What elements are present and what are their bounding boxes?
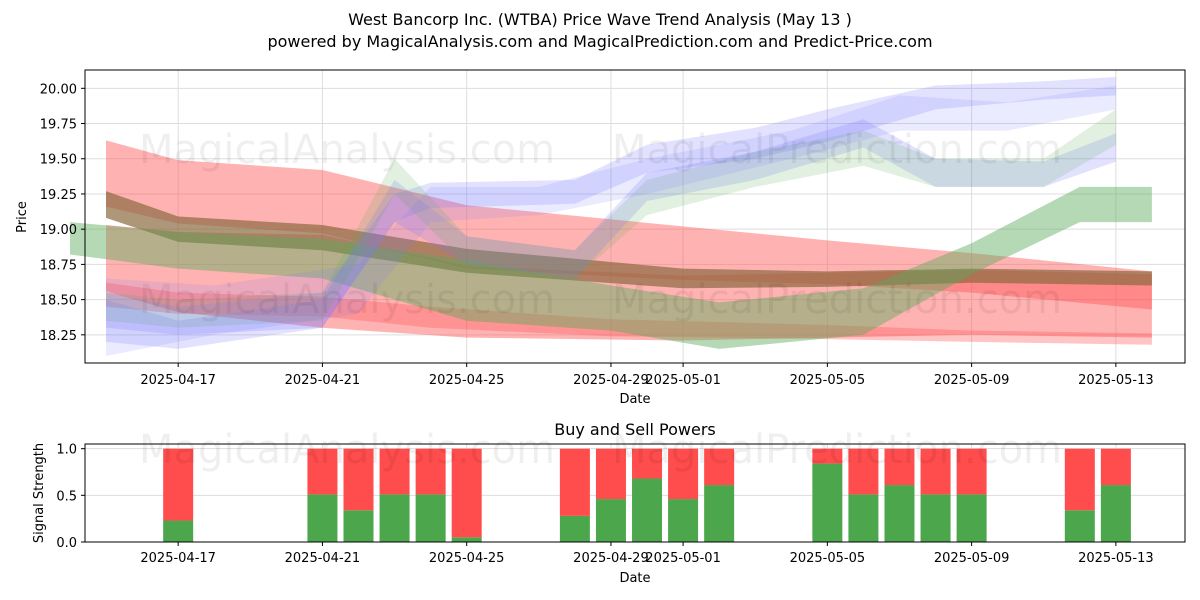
- signal-y-tick-label: 0.0: [56, 536, 77, 551]
- price-x-tick-label: 2025-04-29: [573, 373, 649, 388]
- price-band-green: [106, 109, 1116, 328]
- buy-bar: [812, 463, 843, 542]
- sell-bar: [848, 448, 879, 495]
- buy-bar: [163, 520, 194, 542]
- chart-title: West Bancorp Inc. (WTBA) Price Wave Tren…: [348, 10, 852, 29]
- buy-bar: [1064, 510, 1095, 542]
- signal-x-label: Date: [619, 571, 650, 586]
- price-x-tick-label: 2025-05-05: [790, 373, 866, 388]
- buy-bar: [379, 494, 410, 542]
- signal-y-label: Signal Strength: [32, 443, 47, 543]
- signal-x-tick-label: 2025-05-09: [934, 551, 1010, 566]
- buy-bar: [848, 494, 879, 542]
- price-y-tick-label: 19.50: [40, 153, 77, 168]
- buy-bar: [632, 478, 663, 542]
- signal-y-tick-label: 0.5: [56, 489, 77, 504]
- price-x-tick-label: 2025-05-09: [934, 373, 1010, 388]
- price-x-tick-label: 2025-04-17: [140, 373, 216, 388]
- watermark-analysis-top: MagicalAnalysis.com: [139, 127, 555, 173]
- signal-x-tick-label: 2025-05-01: [645, 551, 721, 566]
- price-y-tick-label: 18.25: [40, 329, 77, 344]
- buy-bar: [451, 537, 482, 542]
- price-band-brown: [106, 191, 1152, 289]
- price-x-ticks: 2025-04-17 2025-04-21 2025-04-25 2025-04-29…: [140, 363, 1154, 388]
- signal-x-tick-label: 2025-04-29: [573, 551, 649, 566]
- signal-x-tick-label: 2025-04-17: [140, 551, 216, 566]
- price-band-red: [106, 140, 1152, 310]
- price-x-tick-label: 2025-05-13: [1078, 373, 1154, 388]
- buy-bar: [956, 494, 987, 542]
- sell-bar: [595, 448, 626, 500]
- sell-bar: [451, 448, 482, 538]
- sell-bar: [812, 448, 843, 464]
- buy-bar: [1100, 485, 1131, 542]
- buy-bar: [668, 499, 699, 542]
- price-y-tick-label: 20.00: [40, 82, 77, 97]
- price-y-tick-label: 19.00: [40, 223, 77, 238]
- signal-x-tick-label: 2025-05-13: [1078, 551, 1154, 566]
- price-y-tick-label: 18.75: [40, 258, 77, 273]
- sell-bar: [559, 448, 590, 516]
- buy-bar: [920, 494, 951, 542]
- sell-bar: [668, 448, 699, 500]
- chart-subtitle: powered by MagicalAnalysis.com and Magic…: [267, 32, 933, 51]
- price-x-label: Date: [619, 392, 650, 407]
- price-bands: [70, 77, 1152, 356]
- signal-x-tick-label: 2025-04-21: [285, 551, 361, 566]
- price-x-tick-label: 2025-04-25: [429, 373, 505, 388]
- price-band-blue: [106, 119, 1116, 349]
- sell-bar: [884, 448, 915, 486]
- signal-y-ticks: 0.0 0.5 1.0: [56, 443, 85, 551]
- sell-bar: [704, 448, 735, 486]
- sell-bar: [379, 448, 410, 495]
- signal-y-tick-label: 1.0: [56, 443, 77, 458]
- price-band-green: [70, 186, 1152, 349]
- sell-bar: [307, 448, 338, 495]
- price-plot-frame: [84, 69, 1186, 364]
- watermark-prediction-top: MagicalPrediction.com: [612, 127, 1062, 173]
- sell-bar: [343, 448, 374, 511]
- sell-bar: [163, 448, 194, 521]
- sell-bar: [1064, 448, 1095, 511]
- price-x-tick-label: 2025-05-01: [645, 373, 721, 388]
- buy-bar: [415, 494, 446, 542]
- buy-bar: [559, 515, 590, 542]
- price-band-red: [106, 282, 1152, 345]
- price-y-label: Price: [15, 201, 30, 233]
- sell-bar: [956, 448, 987, 495]
- sell-bar: [415, 448, 446, 495]
- price-y-tick-label: 19.75: [40, 118, 77, 133]
- price-y-tick-label: 18.50: [40, 294, 77, 309]
- sell-bar: [920, 448, 951, 495]
- buy-bar: [884, 485, 915, 542]
- signal-bars: [163, 448, 1131, 542]
- buy-bar: [704, 485, 735, 542]
- price-band-blue: [106, 77, 1116, 335]
- price-band-blue: [106, 85, 1116, 356]
- watermark-analysis-bottom: MagicalAnalysis.com: [139, 427, 555, 473]
- signal-chart-title: Buy and Sell Powers: [554, 420, 716, 439]
- watermark-analysis-mid: MagicalAnalysis.com: [139, 277, 555, 323]
- signal-x-tick-label: 2025-05-05: [790, 551, 866, 566]
- watermark-prediction-mid: MagicalPrediction.com: [612, 277, 1062, 323]
- buy-bar: [595, 499, 626, 542]
- price-y-ticks: 18.25 18.50 18.75 19.00 19.25 19.50 19.75 20.00: [40, 82, 85, 344]
- price-x-tick-label: 2025-04-21: [285, 373, 361, 388]
- price-watermarks: MagicalAnalysis.com MagicalPrediction.co…: [139, 127, 1062, 323]
- signal-watermarks: MagicalAnalysis.com MagicalPrediction.co…: [139, 427, 1062, 473]
- signal-plot-frame: [84, 443, 1186, 543]
- buy-bar: [307, 494, 338, 542]
- signal-x-ticks: 2025-04-17 2025-04-21 2025-04-25 2025-04-29…: [140, 542, 1154, 566]
- watermark-prediction-bottom: MagicalPrediction.com: [612, 427, 1062, 473]
- buy-bar: [343, 510, 374, 542]
- sell-bar: [1100, 448, 1131, 486]
- signal-x-tick-label: 2025-04-25: [429, 551, 505, 566]
- price-y-tick-label: 19.25: [40, 188, 77, 203]
- sell-bar: [632, 448, 663, 479]
